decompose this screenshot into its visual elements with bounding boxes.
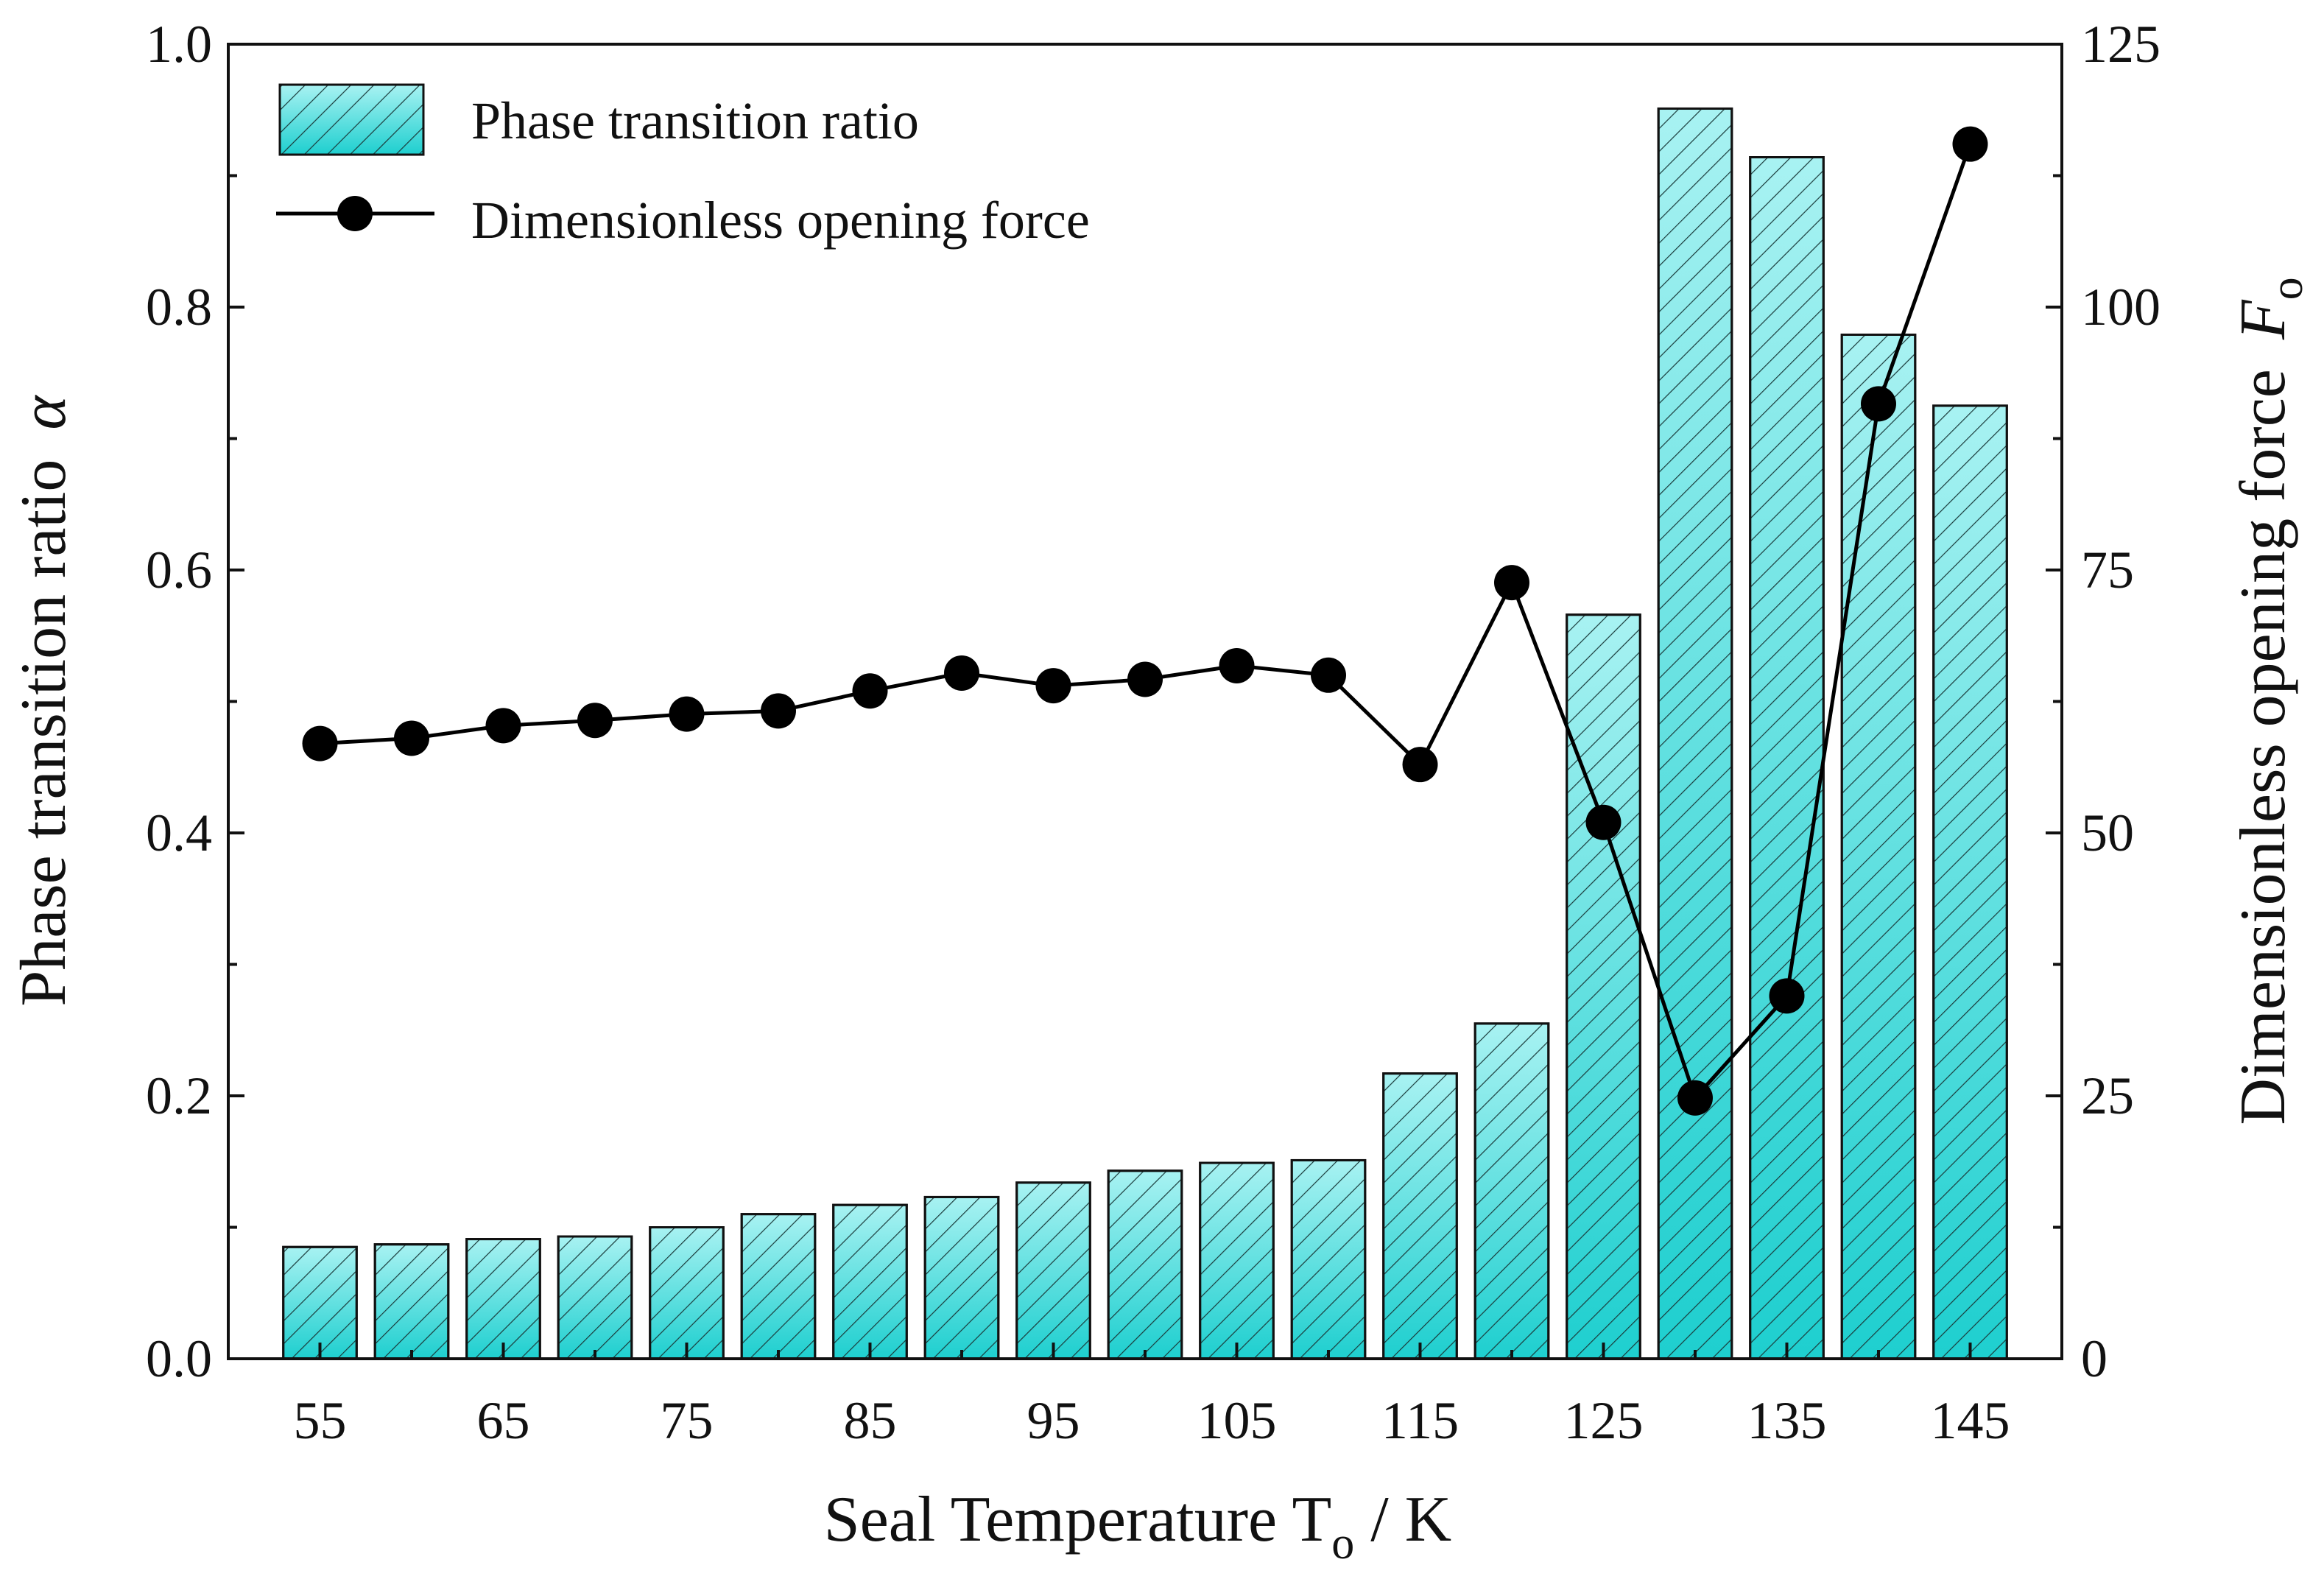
y-axis-right-subscript: o xyxy=(2262,277,2312,300)
bar-hatch-75 xyxy=(649,1226,725,1360)
opening-force-point-60 xyxy=(394,720,429,756)
bottom-tick-label: 85 xyxy=(844,1391,897,1450)
left-tick-label: 1.0 xyxy=(146,15,212,74)
opening-force-point-140 xyxy=(1861,386,1896,422)
bar-hatch-115 xyxy=(1382,1072,1458,1360)
opening-force-point-145 xyxy=(1952,126,1988,162)
right-tick-label: 125 xyxy=(2081,15,2161,74)
y-axis-right-title-main: Dimensionless opening force xyxy=(2228,369,2299,1125)
legend: Phase transition ratio Dimensionless ope… xyxy=(276,83,1090,250)
bottom-tick-label: 135 xyxy=(1747,1391,1827,1450)
y-axis-left-symbol: α xyxy=(8,395,80,430)
bar-hatch-135 xyxy=(1749,156,1825,1360)
opening-force-point-100 xyxy=(1127,661,1163,697)
left-tick-label: 0.8 xyxy=(146,278,212,337)
right-tick-label: 50 xyxy=(2081,803,2134,862)
left-tick-label: 0.6 xyxy=(146,541,212,599)
bar-hatch-55 xyxy=(282,1245,358,1360)
legend-label-bars: Phase transition ratio xyxy=(471,91,919,150)
opening-force-point-70 xyxy=(577,703,613,739)
left-tick-label: 0.4 xyxy=(146,803,212,862)
ticks-layer: 0.0 0.2 0.4 0.6 0.8 1.0 0 25 50 75 100 125 55 65 75 85 9… xyxy=(146,15,2161,1450)
bottom-tick-label: 55 xyxy=(294,1391,347,1450)
line-layer xyxy=(302,126,1988,1116)
bottom-tick-label: 105 xyxy=(1197,1391,1277,1450)
y-axis-left-title: Phase transition ratio α xyxy=(8,395,80,1007)
right-tick-label: 75 xyxy=(2081,541,2134,599)
bottom-tick-label: 115 xyxy=(1381,1391,1459,1450)
right-tick-label: 100 xyxy=(2081,278,2161,337)
left-tick-label: 0.2 xyxy=(146,1066,212,1125)
bar-hatch-120 xyxy=(1473,1022,1550,1360)
opening-force-point-75 xyxy=(669,696,705,732)
opening-force-point-80 xyxy=(761,693,796,729)
opening-force-point-125 xyxy=(1585,804,1621,840)
bar-hatch-130 xyxy=(1657,107,1733,1360)
bottom-tick-label: 125 xyxy=(1564,1391,1644,1450)
legend-label-line: Dimensionless opening force xyxy=(471,191,1090,250)
bar-hatch-100 xyxy=(1107,1169,1183,1360)
legend-bar-swatch-hatch xyxy=(278,83,425,156)
bars-layer xyxy=(282,107,2008,1360)
bar-hatch-80 xyxy=(740,1213,817,1360)
bottom-tick-label: 65 xyxy=(477,1391,530,1450)
bar-hatch-70 xyxy=(557,1235,633,1360)
left-tick-label: 0.0 xyxy=(146,1329,212,1388)
opening-force-point-120 xyxy=(1494,565,1529,601)
opening-force-point-65 xyxy=(485,708,521,744)
x-axis-title: Seal Temperature To / K xyxy=(824,1484,1451,1569)
bar-hatch-85 xyxy=(832,1203,908,1360)
y-axis-right-title: Dimensionless opening force Fo xyxy=(2228,277,2312,1125)
bar-hatch-60 xyxy=(373,1243,450,1360)
x-axis-title-unit: / K xyxy=(1354,1484,1451,1555)
bar-hatch-110 xyxy=(1290,1158,1367,1360)
opening-force-point-135 xyxy=(1769,978,1805,1014)
bar-hatch-90 xyxy=(923,1195,1000,1360)
bar-hatch-145 xyxy=(1932,404,2008,1360)
bar-hatch-125 xyxy=(1566,613,1641,1360)
opening-force-point-95 xyxy=(1035,668,1071,704)
opening-force-point-90 xyxy=(944,655,979,691)
opening-force-point-110 xyxy=(1311,657,1346,693)
y-axis-right-symbol: F xyxy=(2228,299,2299,340)
opening-force-point-115 xyxy=(1402,747,1438,783)
y-axis-left-title-main: Phase transition ratio xyxy=(8,460,80,1007)
bar-hatch-65 xyxy=(465,1238,541,1360)
opening-force-point-105 xyxy=(1219,647,1255,683)
bottom-tick-label: 75 xyxy=(661,1391,714,1450)
bar-hatch-105 xyxy=(1199,1161,1275,1360)
x-axis-title-sub: o xyxy=(1331,1519,1354,1569)
legend-marker-swatch xyxy=(337,196,373,231)
bottom-tick-label: 145 xyxy=(1931,1391,2010,1450)
right-tick-label: 25 xyxy=(2081,1066,2134,1125)
bar-hatch-95 xyxy=(1015,1181,1091,1360)
opening-force-point-55 xyxy=(302,725,338,761)
x-axis-title-main: Seal Temperature T xyxy=(824,1484,1331,1555)
bar-hatch-140 xyxy=(1840,333,1917,1360)
opening-force-point-130 xyxy=(1677,1080,1713,1116)
right-tick-label: 0 xyxy=(2081,1329,2108,1388)
opening-force-point-85 xyxy=(852,673,888,709)
bottom-tick-label: 95 xyxy=(1027,1391,1080,1450)
